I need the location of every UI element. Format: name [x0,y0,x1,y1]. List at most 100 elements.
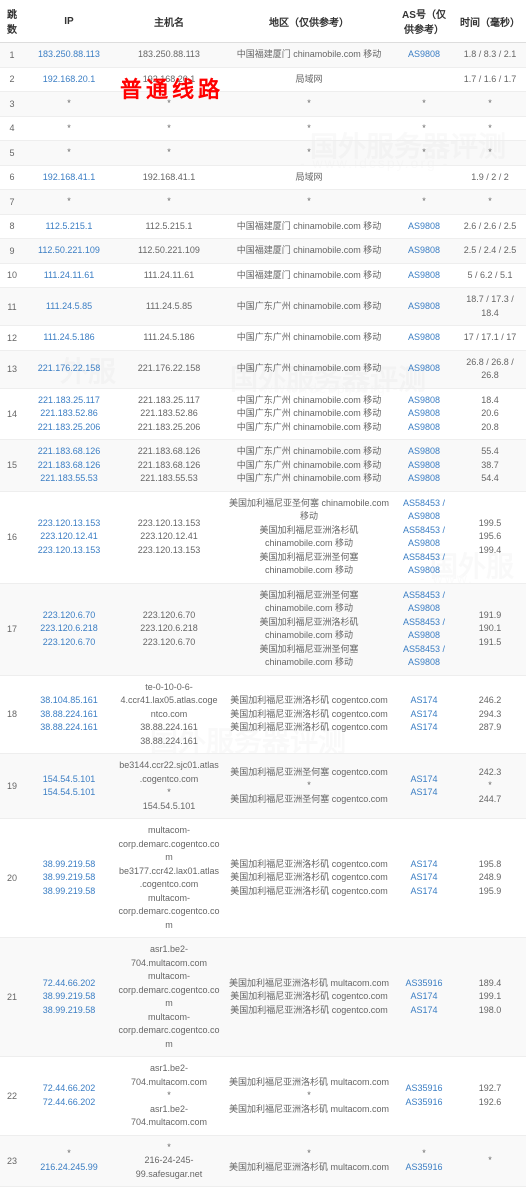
as-link[interactable]: AS174 [398,708,450,722]
ip-link[interactable]: 38.99.219.58 [28,885,110,899]
as-link[interactable]: AS58453 / AS9808 [398,497,450,524]
as-link[interactable]: AS174 [398,871,450,885]
ip-link[interactable]: 38.88.224.161 [28,721,110,735]
ip-link[interactable]: 221.183.25.206 [28,421,110,435]
cell-region: 中国广东广州 chinamobile.com 移动 [224,350,394,388]
as-link[interactable]: AS174 [398,885,450,899]
as-link[interactable]: AS174 [398,721,450,735]
as-link: * [398,1147,450,1161]
ip-link[interactable]: 223.120.12.41 [28,530,110,544]
as-link[interactable]: AS174 [398,858,450,872]
as-link[interactable]: AS35916 [398,1096,450,1110]
ip-link[interactable]: 38.88.224.161 [28,708,110,722]
cell-as: AS9808 [394,326,454,351]
as-link[interactable]: AS9808 [398,459,450,473]
hostname-text: * [118,195,220,209]
ip-link[interactable]: 192.168.20.1 [28,73,110,87]
ip-link[interactable]: 72.44.66.202 [28,1082,110,1096]
hostname-text: * [118,1089,220,1103]
ip-link[interactable]: 223.120.13.153 [28,517,110,531]
cell-hop: 16 [0,491,24,583]
ip-link[interactable]: 72.44.66.202 [28,977,110,991]
as-link[interactable]: AS9808 [398,300,450,314]
ip-link[interactable]: 221.183.68.126 [28,459,110,473]
as-link[interactable]: AS9808 [398,362,450,376]
as-link[interactable]: AS9808 [398,331,450,345]
ip-link[interactable]: 183.250.88.113 [28,48,110,62]
hostname-text: 112.5.215.1 [118,220,220,234]
time-text: 18.4 [458,394,522,408]
cell-hostname: * [114,116,224,141]
ip-link[interactable]: 221.176.22.158 [28,362,110,376]
ip-link[interactable]: 223.120.13.153 [28,544,110,558]
cell-hostname: te-0-10-0-6-4.ccr41.lax05.atlas.cogentco… [114,675,224,754]
ip-link[interactable]: 111.24.5.85 [28,300,110,314]
ip-link[interactable]: 221.183.55.53 [28,472,110,486]
cell-hostname: 111.24.5.85 [114,288,224,326]
as-link[interactable]: AS58453 / AS9808 [398,616,450,643]
as-link[interactable]: AS9808 [398,220,450,234]
as-link[interactable]: AS9808 [398,472,450,486]
as-link[interactable]: AS9808 [398,407,450,421]
cell-as: AS174AS174AS174 [394,819,454,938]
as-link[interactable]: AS174 [398,990,450,1004]
col-hop: 跳数 [0,0,24,43]
ip-link[interactable]: 111.24.5.186 [28,331,110,345]
ip-link[interactable]: 38.99.219.58 [28,990,110,1004]
as-link[interactable]: AS35916 [398,1082,450,1096]
ip-link[interactable]: 154.54.5.101 [28,786,110,800]
time-text: 20.8 [458,421,522,435]
as-link[interactable]: AS9808 [398,244,450,258]
as-link[interactable]: AS9808 [398,394,450,408]
ip-link[interactable]: 221.183.68.126 [28,445,110,459]
as-link[interactable]: AS174 [398,694,450,708]
cell-region: 局域网 [224,165,394,190]
as-link[interactable]: AS58453 / AS9808 [398,524,450,551]
hostname-text: 223.120.12.41 [118,530,220,544]
ip-link[interactable]: 216.24.245.99 [28,1161,110,1175]
ip-link[interactable]: 223.120.6.218 [28,622,110,636]
ip-link[interactable]: 192.168.41.1 [28,171,110,185]
as-link[interactable]: AS58453 / AS9808 [398,551,450,578]
cell-hop: 1 [0,43,24,68]
table-row: 13221.176.22.158221.176.22.158中国广东广州 chi… [0,350,526,388]
as-link[interactable]: AS9808 [398,445,450,459]
as-link[interactable]: AS9808 [398,421,450,435]
hostname-text: 221.183.25.117 [118,394,220,408]
cell-region: 中国福建厦门 chinamobile.com 移动 [224,214,394,239]
as-link[interactable]: AS174 [398,1004,450,1018]
cell-hop: 18 [0,675,24,754]
ip-link[interactable]: 38.99.219.58 [28,858,110,872]
ip-link[interactable]: 221.183.52.86 [28,407,110,421]
as-link[interactable]: AS35916 [398,977,450,991]
as-link[interactable]: AS174 [398,786,450,800]
ip-link[interactable]: 111.24.11.61 [28,269,110,283]
hostname-text: multacom-corp.demarc.cogentco.com [118,1011,220,1052]
as-link[interactable]: AS174 [398,773,450,787]
hostname-text: * [118,122,220,136]
ip-link[interactable]: 112.5.215.1 [28,220,110,234]
cell-ip: * [24,116,114,141]
ip-link[interactable]: 38.99.219.58 [28,1004,110,1018]
region-text: * [228,122,390,136]
ip-link[interactable]: 38.99.219.58 [28,871,110,885]
as-link[interactable]: AS9808 [398,269,450,283]
cell-ip: 221.183.68.126221.183.68.126221.183.55.5… [24,440,114,492]
as-link[interactable]: AS35916 [398,1161,450,1175]
ip-link[interactable]: 223.120.6.70 [28,609,110,623]
as-link[interactable]: AS58453 / AS9808 [398,643,450,670]
region-text: 中国广东广州 chinamobile.com 移动 [228,407,390,421]
ip-link[interactable]: 72.44.66.202 [28,1096,110,1110]
ip-link[interactable]: 112.50.221.109 [28,244,110,258]
ip-link[interactable]: 38.104.85.161 [28,694,110,708]
cell-hostname: 223.120.13.153223.120.12.41223.120.13.15… [114,491,224,583]
as-link[interactable]: AS9808 [398,48,450,62]
cell-hop: 22 [0,1057,24,1136]
as-link[interactable]: AS58453 / AS9808 [398,589,450,616]
ip-link[interactable]: 223.120.6.70 [28,636,110,650]
hostname-text: 223.120.6.70 [118,609,220,623]
ip-link[interactable]: 154.54.5.101 [28,773,110,787]
ip-link[interactable]: 221.183.25.117 [28,394,110,408]
ip-link: * [28,1147,110,1161]
cell-hop: 3 [0,92,24,117]
